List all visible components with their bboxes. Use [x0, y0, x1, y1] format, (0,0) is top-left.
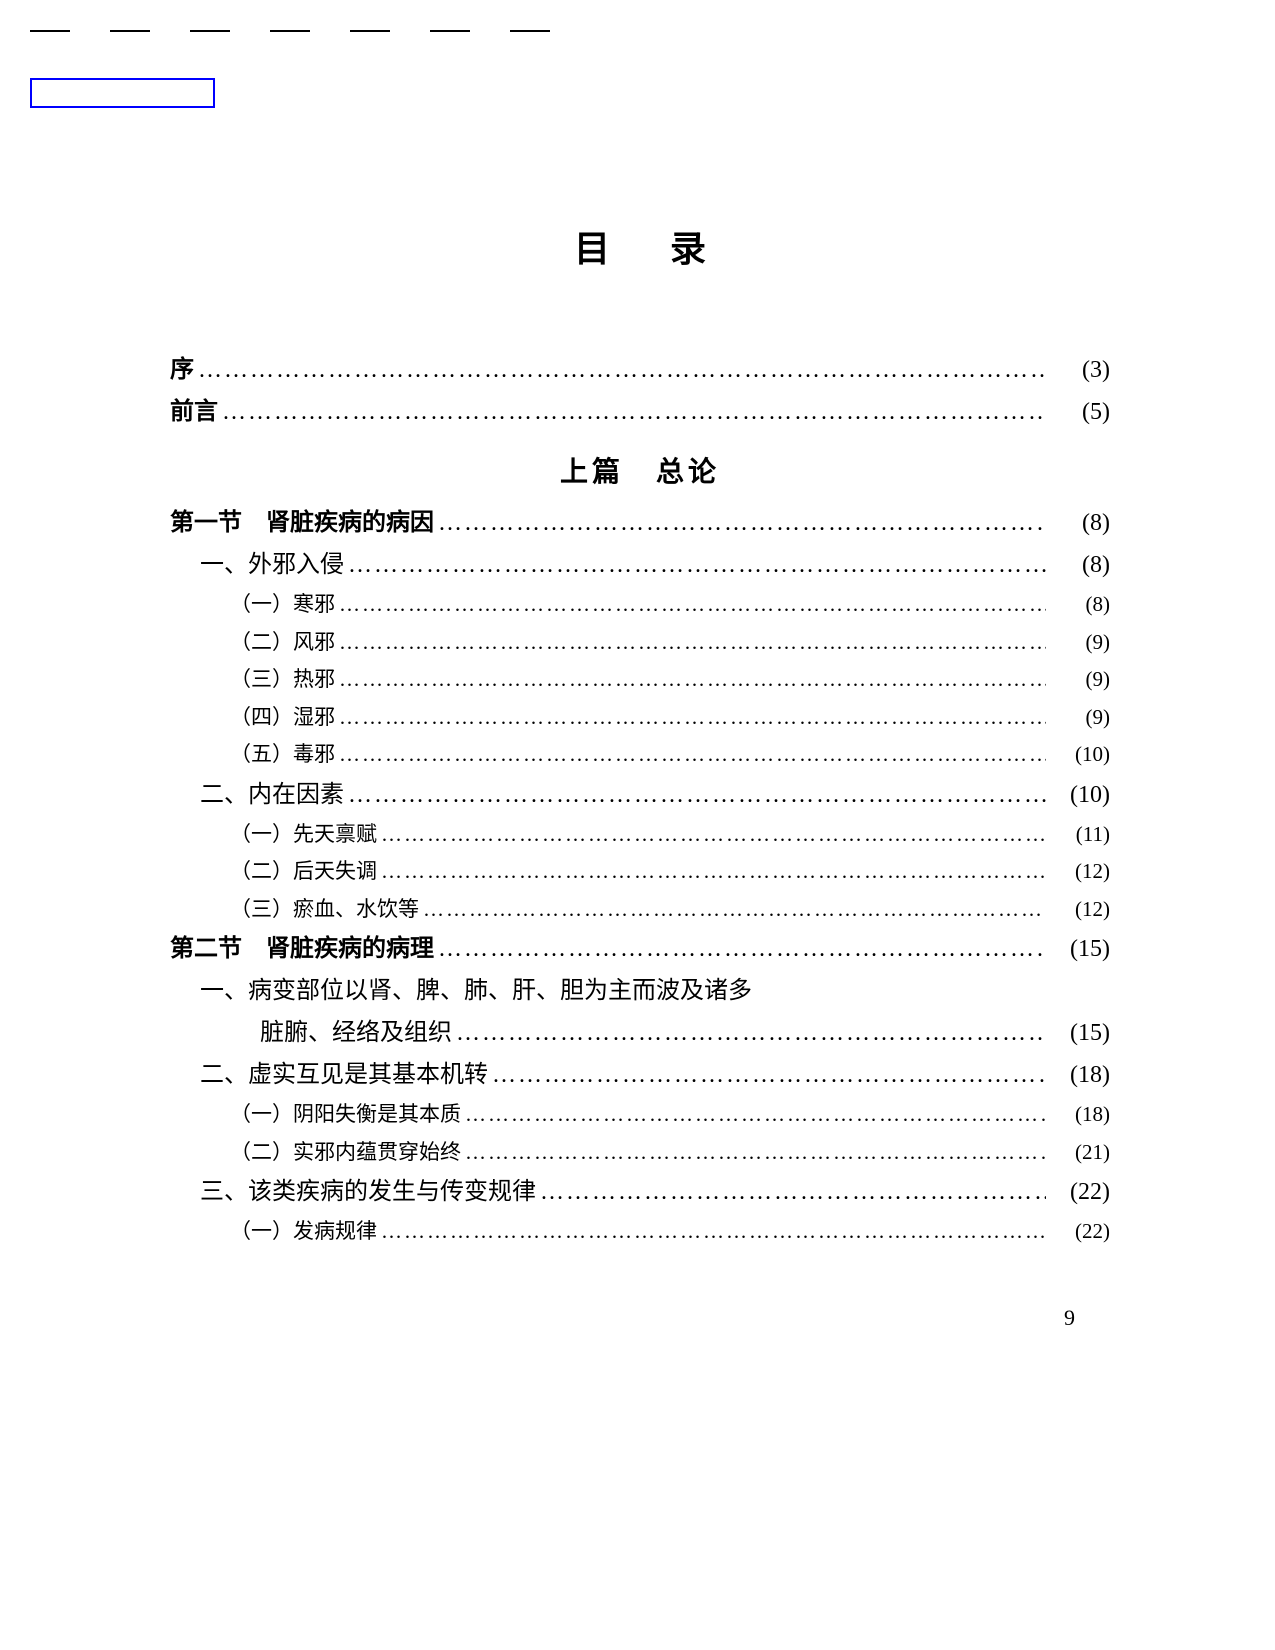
- toc-entry: （二）风邪 (9): [170, 627, 1110, 659]
- toc-entry-multiline: 一、病变部位以肾、脾、肺、肝、胆为主而波及诸多: [170, 973, 1110, 1009]
- toc-entry: （一）阴阳失衡是其本质 (18): [170, 1099, 1110, 1131]
- toc-entry: 二、内在因素 (10): [170, 777, 1110, 813]
- toc-entry-continuation: 脏腑、经络及组织 (15): [170, 1015, 1110, 1051]
- page-number: 9: [1064, 1305, 1075, 1331]
- dot-leader: [381, 819, 1046, 851]
- dot-leader: [438, 931, 1046, 967]
- toc-page: (21): [1050, 1137, 1110, 1169]
- dot-leader: [339, 664, 1046, 696]
- toc-label: 第二节 肾脏疾病的病理: [170, 931, 434, 967]
- toc-label: （一）发病规律: [230, 1216, 377, 1248]
- dot-leader: [339, 739, 1046, 771]
- dot-leader: [465, 1137, 1046, 1169]
- toc-label: （一）寒邪: [230, 589, 335, 621]
- toc-label: （五）毒邪: [230, 739, 335, 771]
- toc-entries-main: 第一节 肾脏疾病的病因(8)一、外邪入侵(8)（一）寒邪(8)（二）风邪(9)（…: [170, 505, 1110, 967]
- toc-entries-pre: 序 (3) 前言 (5): [170, 352, 1110, 430]
- toc-entry: 第二节 肾脏疾病的病理 (15): [170, 931, 1110, 967]
- toc-label: 序: [170, 352, 194, 388]
- toc-entries-post: 二、虚实互见是其基本机转 (18) （一）阴阳失衡是其本质 (18) （二）实邪内蕴贯穿…: [170, 1057, 1110, 1248]
- toc-entry: （三）瘀血、水饮等 (12): [170, 894, 1110, 926]
- dot-leader: [222, 394, 1046, 430]
- toc-page: (18): [1050, 1099, 1110, 1131]
- toc-page: (8): [1050, 547, 1110, 583]
- dot-leader: [465, 1099, 1046, 1131]
- toc-page: (22): [1050, 1216, 1110, 1248]
- toc-entry: （二）后天失调 (12): [170, 856, 1110, 888]
- toc-label: （二）后天失调: [230, 856, 377, 888]
- toc-entry: （二）实邪内蕴贯穿始终 (21): [170, 1137, 1110, 1169]
- dot-leader: [381, 1216, 1046, 1248]
- dot-leader: [492, 1057, 1046, 1093]
- toc-content: 目录 序 (3) 前言 (5) 上篇 总论 第一节 肾脏疾病的病因 (8) 一、外邪入侵 (…: [170, 220, 1110, 1254]
- dot-leader: [339, 702, 1046, 734]
- toc-page: (10): [1050, 777, 1110, 813]
- toc-entry: （一）发病规律 (22): [170, 1216, 1110, 1248]
- toc-page: (22): [1050, 1174, 1110, 1210]
- toc-page: (12): [1050, 856, 1110, 888]
- toc-entry: 第一节 肾脏疾病的病因 (8): [170, 505, 1110, 541]
- toc-page: (9): [1050, 627, 1110, 659]
- dot-leader: [423, 894, 1046, 926]
- toc-page: (9): [1050, 664, 1110, 696]
- dot-leader: [540, 1174, 1046, 1210]
- toc-entry: （一）寒邪 (8): [170, 589, 1110, 621]
- toc-label: （四）湿邪: [230, 702, 335, 734]
- toc-entry: （四）湿邪 (9): [170, 702, 1110, 734]
- toc-label: （三）热邪: [230, 664, 335, 696]
- toc-entry: （五）毒邪 (10): [170, 739, 1110, 771]
- dot-leader: [348, 777, 1046, 813]
- toc-label: （二）风邪: [230, 627, 335, 659]
- dot-leader: [348, 547, 1046, 583]
- toc-page: (10): [1050, 739, 1110, 771]
- toc-label: 一、外邪入侵: [200, 547, 344, 583]
- toc-label: 脏腑、经络及组织: [170, 1015, 452, 1051]
- toc-page: (15): [1050, 931, 1110, 967]
- dot-leader: [339, 589, 1046, 621]
- toc-entry: （一）先天禀赋 (11): [170, 819, 1110, 851]
- toc-label: （二）实邪内蕴贯穿始终: [230, 1137, 461, 1169]
- toc-page: (9): [1050, 702, 1110, 734]
- dot-leader: [198, 352, 1046, 388]
- toc-label: （一）先天禀赋: [230, 819, 377, 851]
- toc-page: (3): [1050, 352, 1110, 388]
- blue-rectangle-annotation: [30, 78, 215, 108]
- toc-page: (8): [1050, 589, 1110, 621]
- toc-page: (12): [1050, 894, 1110, 926]
- dot-leader: [381, 856, 1046, 888]
- toc-label: 二、虚实互见是其基本机转: [200, 1057, 488, 1093]
- toc-entry: 前言 (5): [170, 394, 1110, 430]
- top-crop-marks: [30, 30, 550, 32]
- toc-label: 前言: [170, 394, 218, 430]
- toc-entry: 一、外邪入侵 (8): [170, 547, 1110, 583]
- toc-entry: 二、虚实互见是其基本机转 (18): [170, 1057, 1110, 1093]
- toc-label: （一）阴阳失衡是其本质: [230, 1099, 461, 1131]
- toc-label: 一、病变部位以肾、脾、肺、肝、胆为主而波及诸多: [200, 973, 752, 1009]
- toc-entry: 序 (3): [170, 352, 1110, 388]
- section-header: 上篇 总论: [170, 450, 1110, 490]
- toc-page: (15): [1050, 1015, 1110, 1051]
- toc-page: (18): [1050, 1057, 1110, 1093]
- toc-label: 三、该类疾病的发生与传变规律: [200, 1174, 536, 1210]
- toc-entry: （三）热邪 (9): [170, 664, 1110, 696]
- toc-label: （三）瘀血、水饮等: [230, 894, 419, 926]
- toc-label: 第一节 肾脏疾病的病因: [170, 505, 434, 541]
- toc-page: (11): [1050, 819, 1110, 851]
- toc-title: 目录: [170, 220, 1110, 272]
- toc-page: (5): [1050, 394, 1110, 430]
- dot-leader: [339, 627, 1046, 659]
- dot-leader: [456, 1015, 1046, 1051]
- toc-entry: 三、该类疾病的发生与传变规律 (22): [170, 1174, 1110, 1210]
- toc-label: 二、内在因素: [200, 777, 344, 813]
- dot-leader: [438, 505, 1046, 541]
- toc-page: (8): [1050, 505, 1110, 541]
